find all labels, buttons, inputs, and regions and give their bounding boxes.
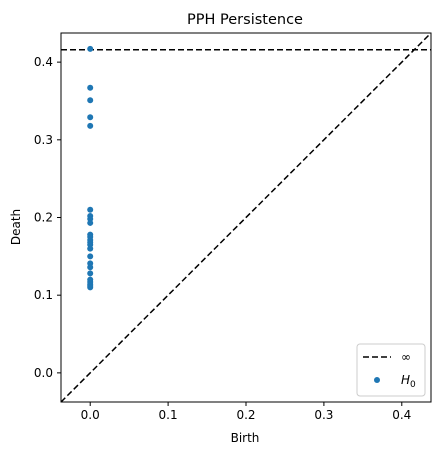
y-tick-label: 0.3	[34, 133, 53, 147]
y-axis-label: Death	[9, 209, 23, 245]
y-tick-label: 0.4	[34, 55, 53, 69]
x-tick-label: 0.3	[314, 408, 333, 422]
x-tick-label: 0.2	[236, 408, 255, 422]
data-point	[87, 97, 94, 104]
x-tick-label: 0.1	[159, 408, 178, 422]
x-axis-label: Birth	[231, 431, 260, 445]
y-tick-label: 0.2	[34, 211, 53, 225]
data-point	[87, 114, 94, 121]
data-point	[87, 245, 94, 252]
y-tick-label: 0.0	[34, 366, 53, 380]
chart-title: PPH Persistence	[187, 12, 303, 28]
y-tick-label: 0.1	[34, 288, 53, 302]
data-point	[87, 270, 94, 277]
data-point	[87, 253, 94, 260]
data-point	[87, 206, 94, 213]
diagonal-line	[61, 33, 431, 402]
data-point	[87, 84, 94, 91]
data-point	[87, 284, 94, 291]
plot-area: 0.0 0.1 0.2 0.3 0.40.00.10.20.30.4∞H0	[34, 32, 432, 422]
data-point	[87, 219, 94, 226]
data-point	[87, 264, 94, 271]
data-point	[87, 45, 94, 52]
data-point	[87, 122, 94, 129]
x-tick-label: 0.4	[392, 408, 411, 422]
x-tick-label: 0.0	[81, 408, 100, 422]
legend-h0-swatch	[374, 377, 380, 383]
legend-infinity-label: ∞	[401, 350, 411, 364]
